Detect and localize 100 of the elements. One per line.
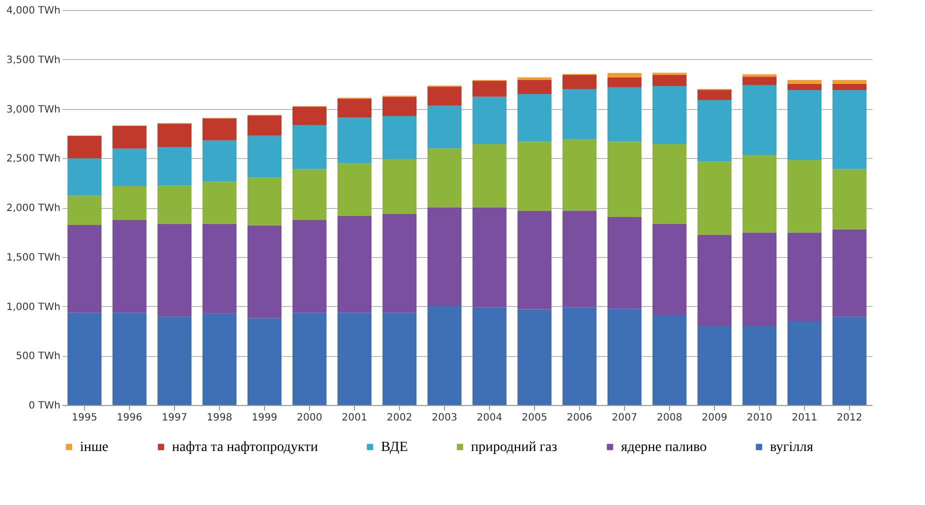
bar	[338, 118, 372, 164]
bar	[248, 115, 282, 136]
x-tick-label: 1995	[72, 412, 98, 424]
bar	[788, 84, 822, 90]
x-tick-label: 2000	[296, 412, 322, 424]
bar	[202, 313, 236, 405]
bar	[112, 126, 146, 149]
bar	[652, 144, 686, 224]
bar	[608, 308, 642, 405]
bar	[652, 315, 686, 405]
bar	[742, 154, 776, 233]
bar	[788, 320, 822, 405]
bar	[562, 74, 596, 89]
bar	[652, 74, 686, 86]
bar	[518, 77, 552, 80]
bar	[382, 116, 416, 160]
bar	[202, 224, 236, 314]
bar	[742, 84, 776, 155]
bar	[428, 148, 462, 208]
bar	[68, 224, 102, 313]
bar	[698, 326, 732, 405]
bar	[788, 90, 822, 160]
bar	[68, 196, 102, 225]
bar	[562, 139, 596, 211]
x-tick-label: 2010	[746, 412, 772, 424]
bar	[472, 144, 506, 208]
bar	[832, 80, 866, 84]
x-tick-label: 2006	[566, 412, 592, 424]
y-tick-label: 3,000 TWh	[6, 104, 60, 116]
bar	[742, 232, 776, 326]
bar	[292, 125, 326, 170]
bar	[832, 169, 866, 230]
bar	[652, 86, 686, 144]
bar	[292, 106, 326, 126]
bar	[788, 160, 822, 233]
bar	[562, 89, 596, 140]
bar	[158, 186, 192, 224]
bar	[248, 318, 282, 405]
bar	[112, 148, 146, 186]
bar	[248, 178, 282, 226]
bar	[202, 182, 236, 224]
bar	[158, 146, 192, 186]
x-tick-label: 2004	[476, 412, 502, 424]
legend-label: інше	[80, 440, 108, 455]
bar	[428, 207, 462, 306]
bar	[382, 159, 416, 214]
x-tick-label: 1998	[206, 412, 232, 424]
bar	[338, 163, 372, 216]
bar	[562, 210, 596, 308]
bar	[788, 80, 822, 84]
bar	[742, 326, 776, 405]
bar	[832, 316, 866, 405]
bar	[832, 90, 866, 170]
x-tick-label: 1996	[116, 412, 142, 424]
bar	[248, 225, 282, 318]
bar	[428, 306, 462, 405]
x-tick-label: 2001	[342, 412, 368, 424]
bar	[518, 80, 552, 94]
bar	[742, 76, 776, 85]
x-tick-label: 2009	[702, 412, 728, 424]
bar	[382, 214, 416, 313]
bar	[382, 96, 416, 116]
x-tick-label: 1999	[252, 412, 278, 424]
bar	[608, 142, 642, 217]
bar	[68, 312, 102, 405]
bar	[382, 312, 416, 405]
x-tick-label: 2007	[612, 412, 638, 424]
bar	[338, 216, 372, 313]
x-tick-label: 2003	[432, 412, 458, 424]
legend-label: ВДЕ	[381, 440, 408, 455]
legend-label: вугілля	[770, 440, 814, 455]
y-tick-label: 2,500 TWh	[6, 154, 60, 165]
bar	[518, 210, 552, 310]
bar	[292, 312, 326, 405]
bar	[472, 96, 506, 144]
bar	[112, 220, 146, 313]
legend-label: природний газ	[471, 440, 558, 455]
legend-label: нафта та нафтопродукти	[172, 440, 318, 455]
bar	[472, 207, 506, 308]
bar	[652, 224, 686, 316]
bar	[158, 316, 192, 405]
bar	[832, 229, 866, 317]
bar	[608, 87, 642, 142]
x-tick-label: 2002	[386, 412, 412, 424]
bar	[832, 84, 866, 90]
y-tick-label: 2,000 TWh	[6, 203, 60, 214]
bar	[472, 307, 506, 405]
bar	[158, 224, 192, 317]
y-tick-label: 1,000 TWh	[6, 302, 60, 313]
bar	[338, 98, 372, 118]
bar	[562, 307, 596, 405]
bar	[112, 186, 146, 220]
x-tick-label: 2008	[656, 412, 682, 424]
bar	[518, 94, 552, 142]
bar	[472, 81, 506, 97]
bar	[292, 169, 326, 220]
bar	[292, 220, 326, 313]
bar	[698, 100, 732, 162]
bar	[428, 86, 462, 106]
bar	[338, 312, 372, 405]
